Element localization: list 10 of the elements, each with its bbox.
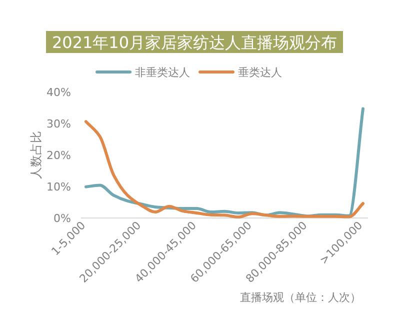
- legend-label: 非垂类达人: [135, 66, 190, 79]
- y-axis-title: 人数占比: [29, 131, 43, 179]
- y-tick-label: 20%: [46, 149, 71, 162]
- chart-title: 2021年10月家居家纺达人直播场观分布: [52, 33, 338, 52]
- y-tick-label: 0%: [54, 212, 71, 225]
- legend-label: 垂类达人: [238, 66, 282, 79]
- y-tick-label: 10%: [46, 180, 71, 194]
- y-tick-label: 40%: [46, 86, 71, 99]
- y-tick-label: 30%: [46, 118, 71, 130]
- x-axis-title: 直播场观（单位：人次）: [240, 291, 361, 304]
